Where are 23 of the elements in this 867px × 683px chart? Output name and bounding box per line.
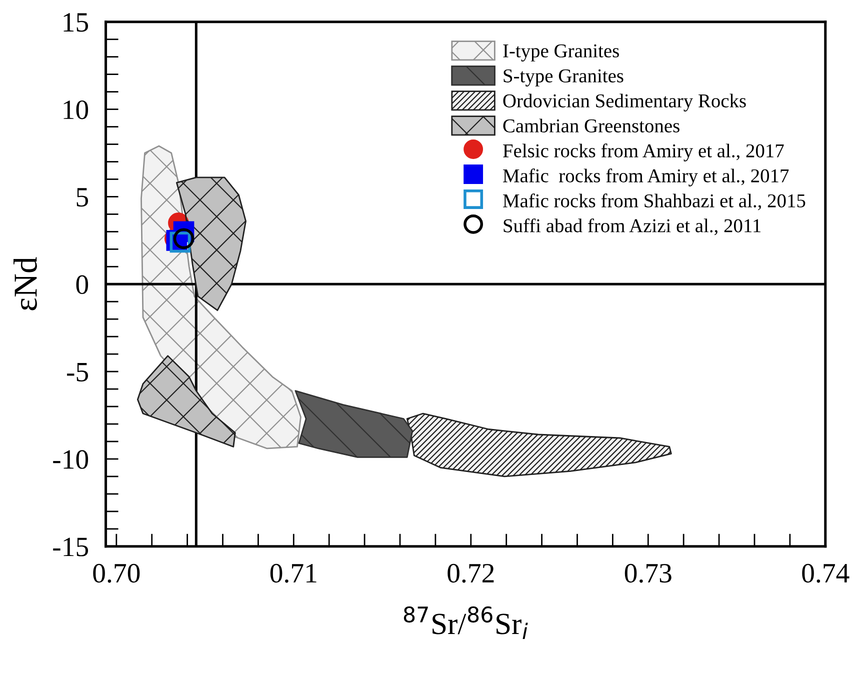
y-tick-label: 10: [64, 100, 88, 120]
y-tick-label: -15: [53, 538, 88, 556]
y-tick-label: 0: [76, 275, 88, 294]
legend-label: Cambrian Greenstones: [503, 118, 680, 132]
y-axis-title: εNd: [14, 257, 37, 310]
y-tick-label: -5: [67, 363, 88, 382]
legend-label: I-type Granites: [503, 44, 619, 62]
y-tick-label: 5: [76, 188, 88, 207]
x-tick-label: 0.74: [802, 564, 850, 583]
x-tick-label: 0.70: [93, 564, 140, 583]
y-tick-label: 15: [64, 13, 88, 32]
legend-label: S-type Granites: [504, 69, 624, 86]
legend-label: Ordovician Sedimentary Rocks: [503, 94, 746, 112]
legend-label: Mafic rocks from Amiry et al., 2017: [503, 168, 789, 186]
legend-label: Suffi abad from Azizi et al., 2011: [504, 218, 761, 236]
point: [173, 228, 194, 250]
legend-label: Mafic rocks from Shahbazi et al., 2015: [503, 194, 806, 210]
x-tick-label: 0.72: [448, 564, 494, 583]
x-tick-label: 0.73: [624, 564, 672, 583]
legend-label: Felsic rocks from Amiry et al., 2017: [503, 144, 784, 162]
x-axis-title: $^{87}$Sr/$^{86}$Sr$_{i}$: [404, 606, 528, 639]
x-tick-label: 0.71: [270, 564, 316, 583]
y-tick-label: -10: [53, 450, 88, 469]
